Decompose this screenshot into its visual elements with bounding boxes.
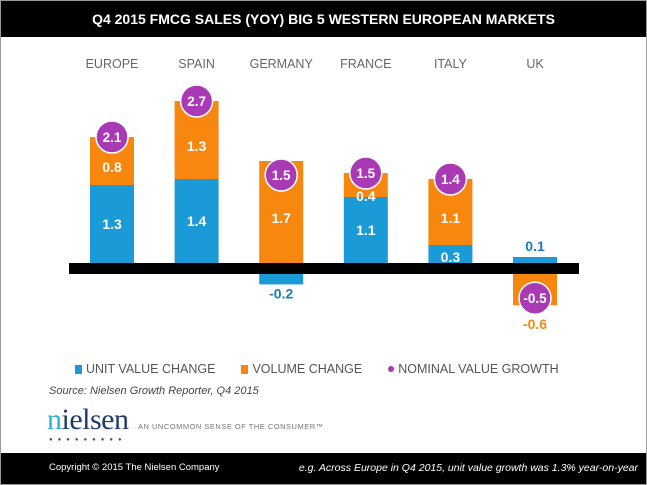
unit-value-bar bbox=[174, 179, 219, 263]
example-note: e.g. Across Europe in Q4 2015, unit valu… bbox=[298, 462, 638, 474]
unit-value-bar bbox=[259, 274, 304, 285]
logo-dots: ●●●●●●●●● bbox=[49, 437, 127, 443]
category-label: UK bbox=[526, 57, 544, 71]
volume-label: 1.3 bbox=[187, 138, 207, 154]
nielsen-logo: nielsen bbox=[47, 403, 129, 436]
unit-value-bar bbox=[513, 257, 557, 263]
tagline: AN UNCOMMON SENSE OF THE CONSUMER™ bbox=[138, 422, 324, 431]
volume-label: 1.1 bbox=[441, 210, 461, 226]
unit-value-label: -0.2 bbox=[269, 285, 293, 301]
nominal-growth-marker bbox=[518, 281, 552, 315]
nominal-growth-label: 1.4 bbox=[441, 172, 460, 187]
nominal-growth-label: 2.7 bbox=[187, 94, 206, 109]
nominal-growth-label: 2.1 bbox=[103, 130, 122, 145]
legend-label: VOLUME CHANGE bbox=[252, 362, 363, 376]
volume-label: -0.6 bbox=[523, 316, 547, 332]
copyright: Copyright © 2015 The Nielsen Company bbox=[49, 462, 220, 473]
zero-axis-line bbox=[69, 263, 579, 274]
unit-value-label: 0.1 bbox=[525, 238, 545, 254]
category-label: EUROPE bbox=[86, 57, 139, 71]
footer: Copyright © 2015 The Nielsen Company e.g… bbox=[1, 453, 646, 484]
unit-value-label: 1.4 bbox=[187, 213, 207, 229]
legend: UNIT VALUE CHANGE VOLUME CHANGE NOMINAL … bbox=[75, 362, 559, 376]
unit-value-bar bbox=[90, 185, 134, 263]
legend-label: NOMINAL VALUE GROWTH bbox=[398, 362, 559, 376]
stacked-bar-chart: EUROPE 1.3 0.8 2.1 SPAIN 1.4 1.3 2.7 GERMANY -0.2… bbox=[69, 57, 579, 332]
legend-swatch bbox=[241, 365, 249, 374]
nominal-growth-label: 1.5 bbox=[356, 166, 375, 181]
source-note: Source: Nielsen Growth Reporter, Q4 2015 bbox=[49, 385, 259, 397]
chart-title: Q4 2015 FMCG SALES (YOY) BIG 5 WESTERN E… bbox=[1, 1, 646, 37]
legend-item-unit-value: UNIT VALUE CHANGE bbox=[75, 362, 215, 376]
legend-item-nominal: NOMINAL VALUE GROWTH bbox=[388, 362, 559, 376]
nominal-growth-marker bbox=[179, 84, 214, 118]
nominal-growth-label: -0.5 bbox=[523, 291, 547, 306]
volume-label: 0.8 bbox=[102, 159, 122, 175]
category-label: ITALY bbox=[434, 57, 468, 71]
nominal-growth-marker bbox=[95, 120, 129, 154]
nominal-growth-marker bbox=[264, 158, 298, 192]
legend-dot bbox=[388, 366, 395, 372]
category-label: SPAIN bbox=[178, 57, 215, 71]
volume-label: 1.7 bbox=[271, 210, 291, 226]
nominal-growth-marker bbox=[349, 156, 383, 190]
nominal-growth-marker bbox=[433, 162, 468, 196]
nominal-growth-label: 1.5 bbox=[272, 168, 291, 183]
unit-value-label: 1.1 bbox=[356, 222, 376, 238]
category-label: GERMANY bbox=[250, 57, 314, 71]
unit-value-bar bbox=[428, 245, 473, 263]
unit-value-label: 1.3 bbox=[102, 216, 122, 232]
legend-item-volume: VOLUME CHANGE bbox=[241, 362, 362, 376]
category-label: FRANCE bbox=[340, 57, 391, 71]
legend-swatch bbox=[75, 365, 82, 374]
legend-label: UNIT VALUE CHANGE bbox=[86, 362, 216, 376]
unit-value-bar bbox=[343, 197, 388, 263]
unit-value-label: 0.3 bbox=[441, 249, 461, 265]
volume-label: 0.4 bbox=[356, 188, 376, 204]
